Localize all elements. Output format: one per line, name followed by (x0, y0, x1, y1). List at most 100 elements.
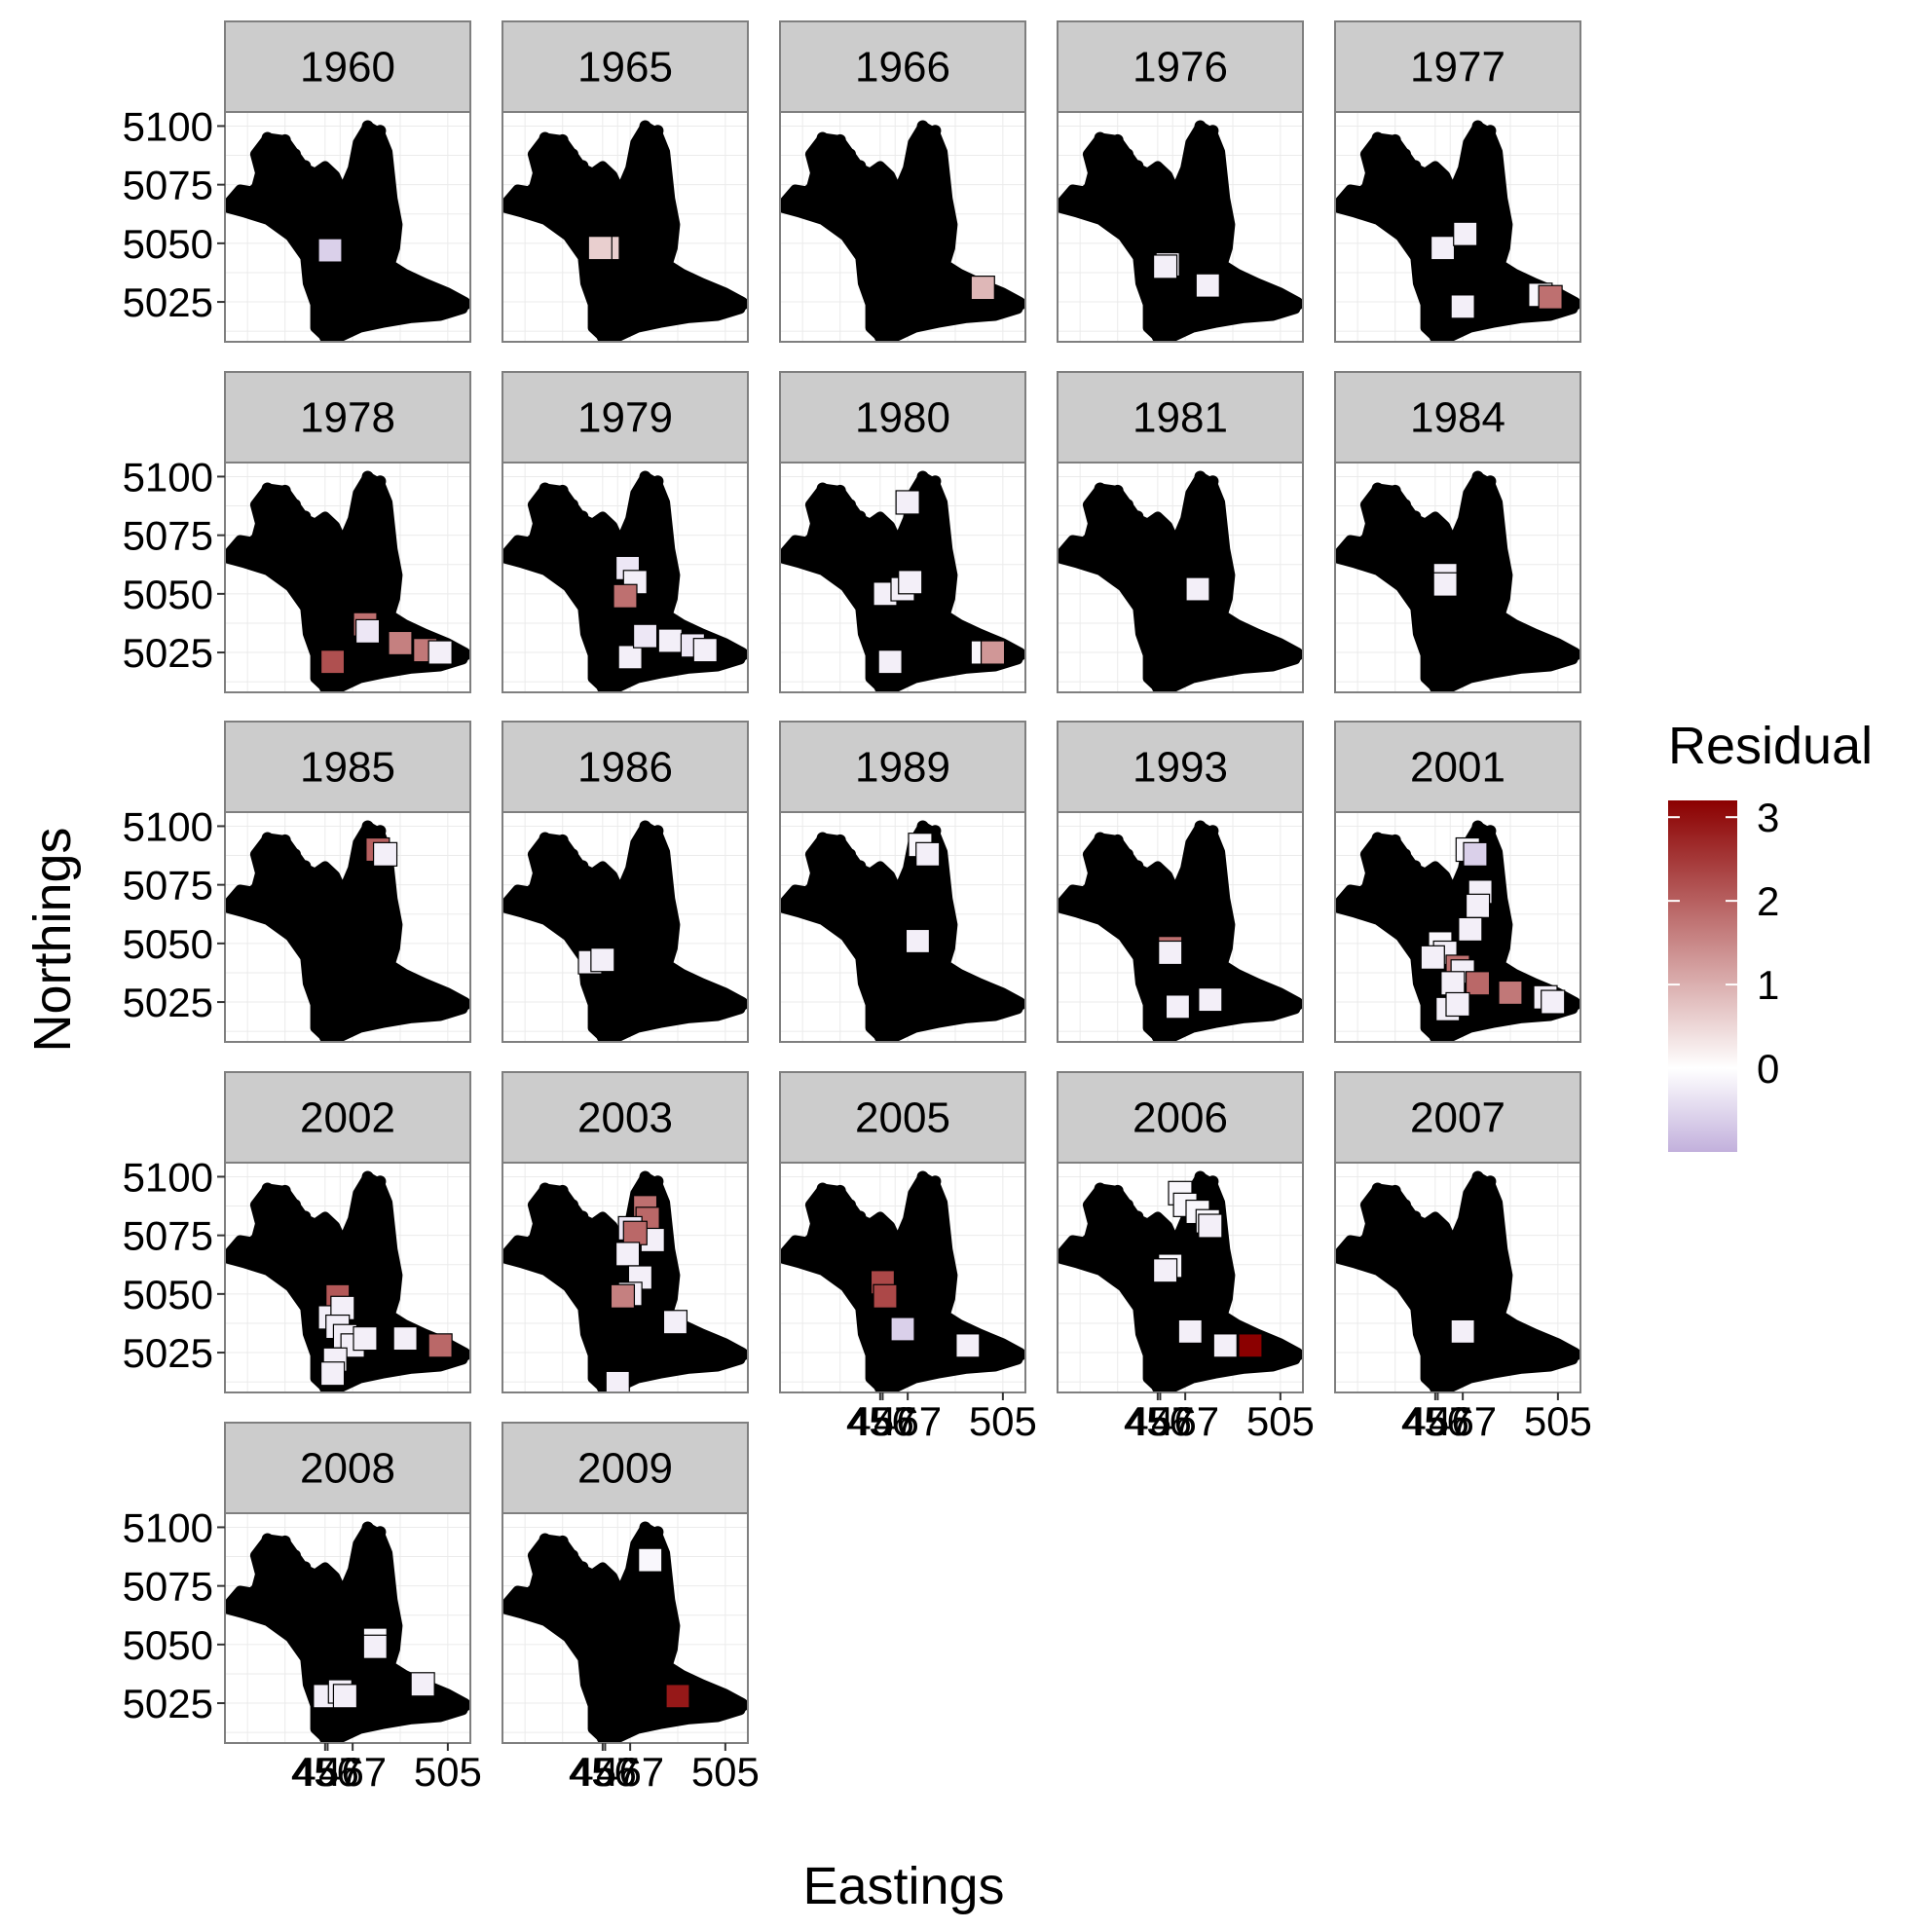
panel-border (224, 811, 471, 1043)
residual-point (692, 638, 718, 663)
map-point (780, 900, 789, 912)
map-point (539, 482, 551, 495)
map-point (539, 1182, 551, 1195)
facet-strip-label: 2008 (300, 1445, 395, 1493)
map-point (1132, 860, 1144, 872)
map-point (299, 510, 312, 523)
residual-point (1152, 254, 1178, 279)
map-point (374, 475, 387, 488)
map-point (816, 482, 829, 495)
residual-point (1440, 971, 1466, 996)
residual-point (1430, 236, 1456, 261)
facet-strip-label: 1965 (577, 44, 673, 92)
residual-point (915, 841, 941, 867)
map-point (1081, 183, 1094, 196)
map-point (225, 1250, 234, 1263)
facet-strip-label: 1985 (300, 744, 395, 792)
residual-point (1465, 893, 1491, 918)
residual-point (362, 1634, 388, 1659)
map-point (1429, 1382, 1441, 1392)
map-point (1014, 1349, 1025, 1361)
map-point (1335, 1250, 1344, 1263)
map-point (361, 1521, 374, 1534)
y-tick-label: 5050 (123, 1272, 213, 1317)
map-point (502, 900, 511, 912)
map-point (916, 470, 929, 483)
map-point (1409, 860, 1422, 872)
map-point (556, 1535, 569, 1547)
panel-border (779, 1162, 1026, 1393)
y-tick-label: 5100 (123, 103, 213, 149)
map-point (556, 484, 569, 497)
facet-strip (224, 1422, 471, 1514)
panel-border (1057, 462, 1304, 693)
residual-point (613, 583, 638, 609)
legend-tick-label: 2 (1757, 878, 1779, 924)
map-point (1014, 998, 1025, 1011)
map-point (736, 298, 748, 311)
x-tick-label: 457 (571, 1749, 639, 1795)
map-point (261, 131, 274, 144)
panel-border (779, 462, 1026, 693)
x-tick-label: 457 (848, 1398, 916, 1444)
y-tick-label: 5100 (123, 803, 213, 849)
residual-point (590, 947, 615, 973)
map-point (539, 832, 551, 844)
residual-point (372, 841, 398, 867)
map-point (1111, 834, 1124, 846)
facet-strip-label: 1960 (300, 44, 395, 92)
map-point (736, 1699, 748, 1712)
map-point (289, 1549, 301, 1562)
map-point (834, 133, 846, 146)
residual-point (1238, 1333, 1263, 1358)
map-point (1122, 848, 1133, 861)
facet-strip-label: 2002 (300, 1094, 395, 1142)
plot-area: 5025 5050 5075 5100 (123, 803, 471, 1043)
map-point (299, 1210, 312, 1223)
legend-tick-label: 0 (1757, 1046, 1779, 1092)
map-point (556, 133, 569, 146)
map-point (1207, 475, 1219, 488)
map-point (567, 1199, 578, 1211)
x-tick-label: 467 (318, 1749, 387, 1795)
facet-strip (1057, 1071, 1304, 1164)
map-point (1335, 200, 1344, 212)
facet-strip-label: 2001 (1410, 744, 1505, 792)
map-point (1111, 1184, 1124, 1197)
map-point (1409, 510, 1422, 523)
x-tick-label: 467 (1429, 1398, 1497, 1444)
y-tick-label: 5100 (123, 1504, 213, 1550)
x-tick-label: 505 (1246, 1398, 1315, 1444)
map-point (1371, 1182, 1384, 1195)
map-point (1081, 534, 1094, 546)
plot-clip (502, 1521, 748, 1743)
plot-area (502, 462, 749, 693)
plot-clip (1335, 120, 1580, 342)
panel-border (224, 1162, 471, 1393)
plot-area: 5025 5050 5075 5100 (123, 103, 471, 343)
map-point (1389, 834, 1401, 846)
map-point (225, 200, 234, 212)
facet-panel-1979: 1979 (502, 371, 749, 693)
map-point (639, 470, 651, 483)
map-point (1014, 649, 1025, 661)
map-point (780, 550, 789, 563)
map-point (374, 1175, 387, 1188)
legend-ticks: 0 1 2 3 (1668, 795, 1779, 1092)
residual-point (657, 628, 683, 653)
facet-strip (224, 20, 471, 113)
map-point (1151, 331, 1164, 342)
plot-area (1057, 462, 1304, 693)
map-point (1484, 1175, 1497, 1188)
residual-point (410, 1672, 435, 1697)
map-point (318, 682, 331, 692)
map-point (854, 1210, 867, 1223)
map-point (556, 834, 569, 846)
map-point (526, 883, 539, 896)
map-point (318, 331, 331, 342)
facet-panel-1980: 1980 (779, 371, 1026, 693)
plot-area (1334, 811, 1581, 1043)
